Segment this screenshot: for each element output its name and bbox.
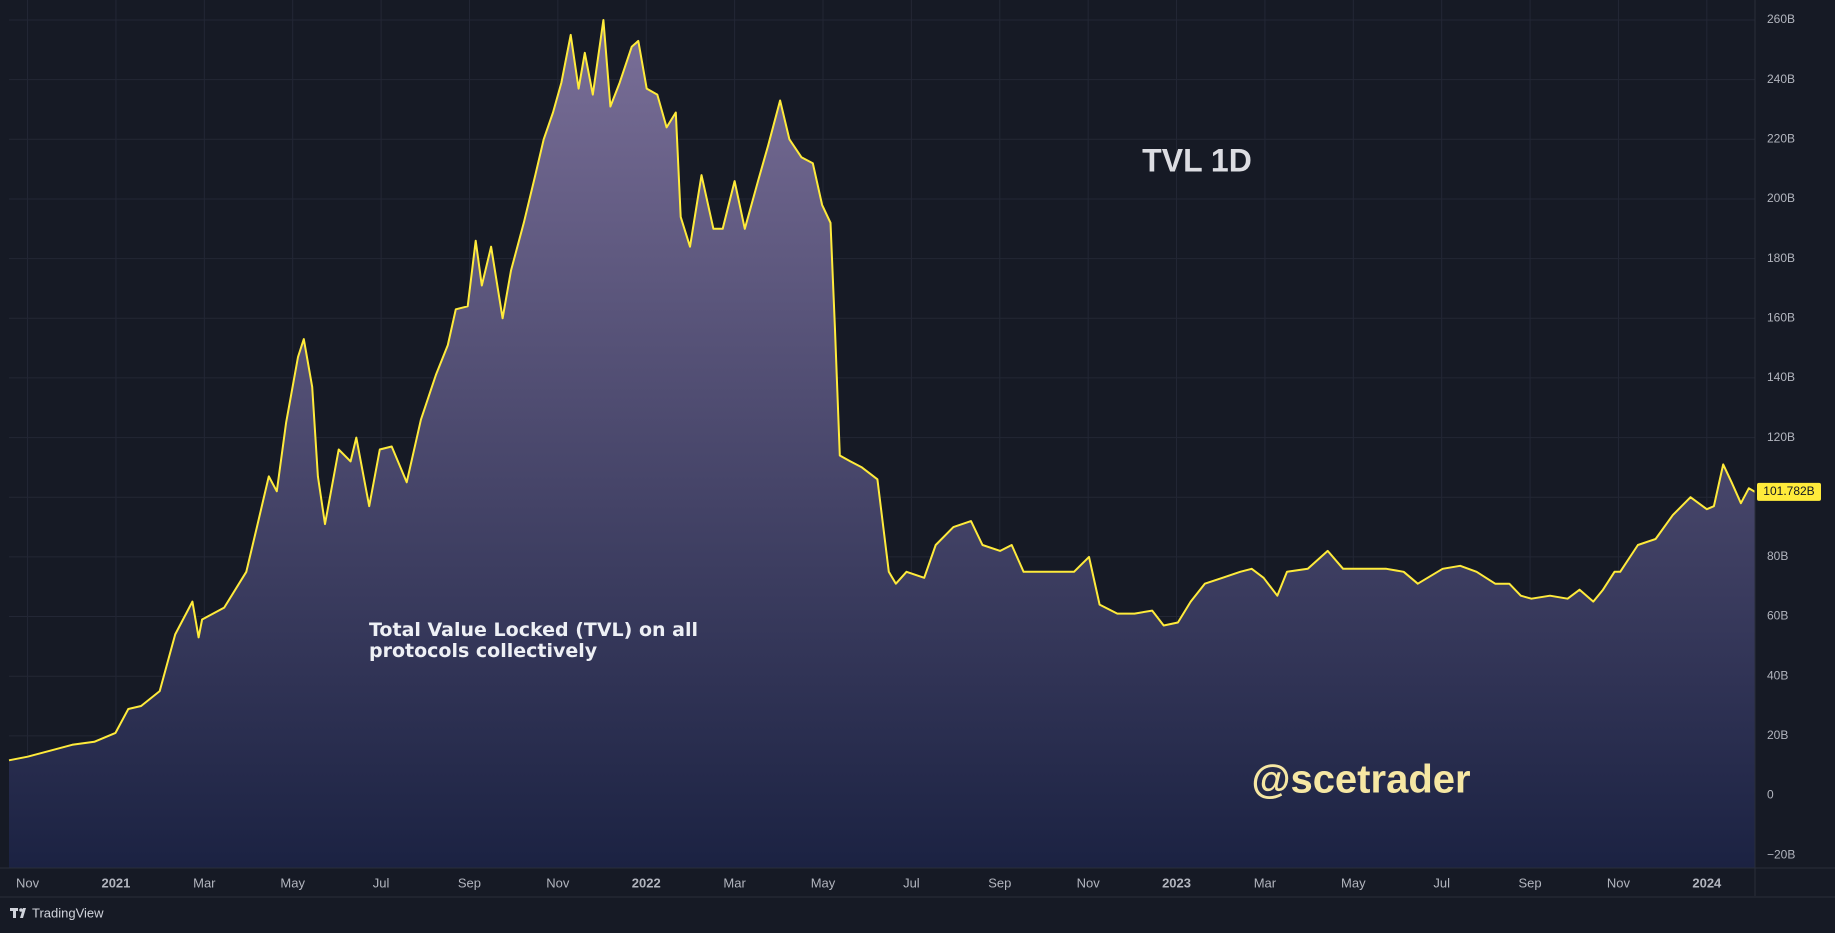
y-tick-label: 80B [1767, 549, 1788, 563]
x-tick-label: Jul [903, 875, 920, 890]
brand: TradingView [32, 905, 104, 920]
y-tick-label: 140B [1767, 370, 1795, 384]
x-tick-label: Nov [16, 875, 40, 890]
x-tick-label: Nov [546, 875, 570, 890]
x-tick-label: Mar [1254, 875, 1277, 890]
y-tick-label: 180B [1767, 251, 1795, 265]
x-tick-label: 2022 [632, 875, 661, 890]
x-tick-label: 2024 [1692, 875, 1722, 890]
annotation: Total Value Locked (TVL) on all protocol… [369, 619, 698, 662]
last-value-label: 101.782B [1763, 484, 1814, 498]
x-tick-label: 2021 [101, 875, 130, 890]
y-tick-label: 120B [1767, 430, 1795, 444]
x-tick-label: Jul [1433, 875, 1450, 890]
x-tick-label: Nov [1607, 875, 1631, 890]
x-tick-label: Mar [193, 875, 216, 890]
logo-shape [13, 908, 16, 918]
y-tick-label: 220B [1767, 131, 1795, 145]
y-tick-label: 40B [1767, 668, 1788, 682]
x-tick-label: Sep [458, 875, 481, 890]
x-tick-label: Jul [373, 875, 390, 890]
y-tick-label: 60B [1767, 609, 1788, 623]
y-tick-label: 0 [1767, 788, 1774, 802]
x-tick-label: Nov [1077, 875, 1101, 890]
plot [8, 19, 1756, 868]
y-tick-label: 200B [1767, 191, 1795, 205]
x-tick-label: May [811, 875, 836, 890]
x-tick-label: May [280, 875, 305, 890]
y-tick-label: 160B [1767, 310, 1795, 324]
x-tick-label: Mar [723, 875, 746, 890]
last-value-tag [1757, 482, 1821, 501]
y-tick-label: 240B [1767, 72, 1795, 86]
x-tick-label: May [1341, 875, 1366, 890]
line [8, 19, 1756, 762]
x-tick-label: 2023 [1162, 875, 1191, 890]
logo-shape [20, 908, 26, 918]
y-tick-label: −20B [1767, 847, 1795, 861]
y-tick-label: 260B [1767, 12, 1795, 26]
x-tick-label: Sep [988, 875, 1011, 890]
logo-shape [19, 908, 23, 912]
chart-title: TVL 1D [1142, 142, 1252, 178]
watermark: @scetrader [1251, 758, 1470, 802]
y-tick-label: 20B [1767, 728, 1788, 742]
x-tick-label: Sep [1518, 875, 1541, 890]
tradingview-logo [10, 908, 26, 918]
area-fill [9, 20, 1755, 868]
